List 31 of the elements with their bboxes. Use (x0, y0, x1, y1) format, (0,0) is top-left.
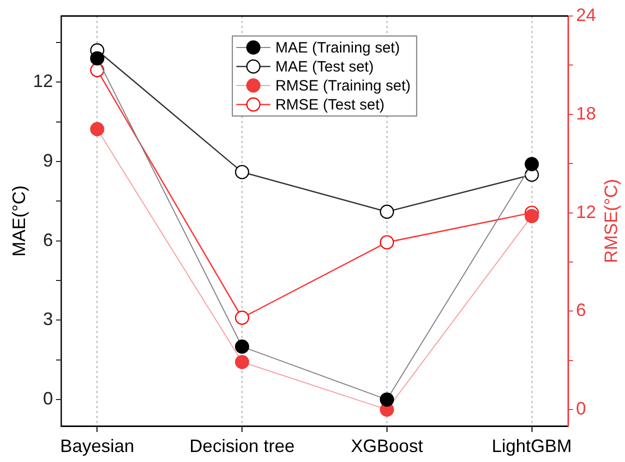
y-tick-label: 0 (42, 388, 53, 409)
point (90, 122, 104, 136)
x-tick-label: Bayesian (60, 436, 134, 456)
point (380, 235, 394, 250)
y2-tick-label: 6 (576, 300, 586, 320)
point (90, 51, 104, 66)
y2-tick-label: 18 (576, 103, 596, 124)
y2-tick-label: 0 (576, 398, 586, 419)
x-tick-label: Decision tree (190, 436, 295, 456)
legend-label: MAE (Training set) (275, 40, 400, 57)
point (524, 157, 539, 172)
point (234, 354, 250, 370)
legend-label: RMSE (Test set) (275, 96, 385, 114)
y2-tick-label: 24 (576, 4, 596, 25)
y-axis-title: MAE(°C) (8, 185, 29, 257)
point (234, 310, 250, 325)
x-tick-label: LightGBM (492, 436, 572, 456)
y-tick-label: 9 (42, 150, 53, 170)
x-tick-label: XGBoost (350, 436, 423, 456)
point (234, 164, 250, 180)
y-tick-label: 6 (42, 230, 53, 250)
y2-axis-title: RMSE(°C) (600, 178, 621, 264)
legend-label: MAE (Test set) (275, 58, 374, 76)
legend-label: RMSE (Training set) (275, 78, 411, 95)
point (380, 392, 394, 407)
point (380, 204, 394, 219)
point (524, 208, 539, 224)
point (234, 340, 250, 354)
y-tick-label: 3 (42, 309, 53, 330)
y2-tick-label: 12 (576, 202, 596, 222)
y-tick-label: 12 (32, 71, 53, 92)
